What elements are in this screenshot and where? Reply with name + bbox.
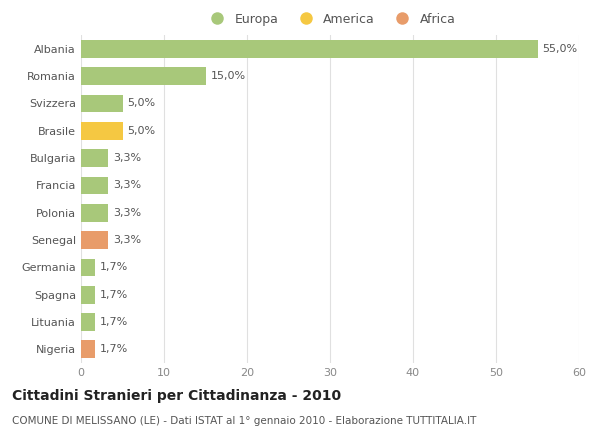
Text: 3,3%: 3,3% bbox=[113, 208, 142, 218]
Bar bbox=[81, 313, 95, 331]
Text: 1,7%: 1,7% bbox=[100, 345, 128, 354]
Bar bbox=[81, 204, 109, 222]
Text: 3,3%: 3,3% bbox=[113, 153, 142, 163]
Text: 5,0%: 5,0% bbox=[127, 99, 155, 109]
Bar bbox=[81, 286, 95, 304]
Legend: Europa, America, Africa: Europa, America, Africa bbox=[204, 13, 456, 26]
Bar bbox=[81, 176, 109, 194]
Text: 5,0%: 5,0% bbox=[127, 126, 155, 136]
Bar bbox=[81, 67, 205, 85]
Text: 15,0%: 15,0% bbox=[211, 71, 245, 81]
Text: Cittadini Stranieri per Cittadinanza - 2010: Cittadini Stranieri per Cittadinanza - 2… bbox=[12, 389, 341, 403]
Text: 1,7%: 1,7% bbox=[100, 317, 128, 327]
Bar bbox=[81, 341, 95, 358]
Text: 3,3%: 3,3% bbox=[113, 235, 142, 245]
Bar bbox=[81, 231, 109, 249]
Bar bbox=[81, 40, 538, 58]
Text: 55,0%: 55,0% bbox=[542, 44, 578, 54]
Bar bbox=[81, 259, 95, 276]
Text: COMUNE DI MELISSANO (LE) - Dati ISTAT al 1° gennaio 2010 - Elaborazione TUTTITAL: COMUNE DI MELISSANO (LE) - Dati ISTAT al… bbox=[12, 416, 476, 426]
Text: 1,7%: 1,7% bbox=[100, 290, 128, 300]
Text: 1,7%: 1,7% bbox=[100, 262, 128, 272]
Bar bbox=[81, 149, 109, 167]
Bar bbox=[81, 122, 122, 139]
Text: 3,3%: 3,3% bbox=[113, 180, 142, 191]
Bar bbox=[81, 95, 122, 112]
